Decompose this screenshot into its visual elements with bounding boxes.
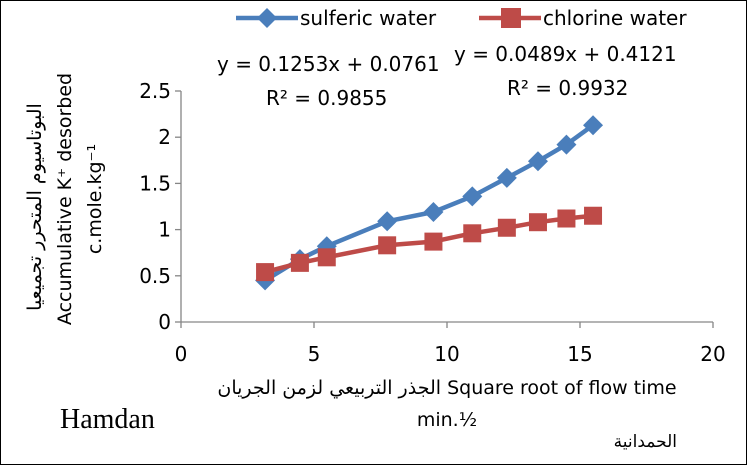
y-tick-label: 0.5 xyxy=(139,264,171,288)
y-tick-label: 2 xyxy=(158,125,171,149)
y-tick-label: 0 xyxy=(158,310,171,334)
legend-entry-chlorine: chlorine water xyxy=(479,6,687,30)
data-point xyxy=(528,213,547,232)
x-tick-marks xyxy=(180,322,714,328)
legend: sulferic water chlorine water xyxy=(236,6,687,30)
data-point xyxy=(317,248,336,267)
series-line xyxy=(263,123,595,283)
legend-label-chlorine: chlorine water xyxy=(543,6,687,30)
x-tick-label: 10 xyxy=(434,342,459,366)
data-point xyxy=(557,209,576,228)
y-tick-marks xyxy=(175,90,181,323)
series-line xyxy=(264,213,594,275)
data-point xyxy=(423,202,444,223)
data-point xyxy=(424,232,443,251)
x-axis-title-line1: الجذر التربيعي لزمن الجريان Square root … xyxy=(217,377,676,399)
equation-sulferic: y = 0.1253x + 0.0761 xyxy=(217,52,440,76)
x-tick-label: 5 xyxy=(308,342,321,366)
data-point xyxy=(556,134,577,155)
author-label-en: Hamdan xyxy=(60,404,155,435)
y-tick-label: 2.5 xyxy=(139,79,171,103)
x-tick-labels: 0 5 10 15 20 xyxy=(175,342,726,366)
r2-sulferic: R² = 0.9855 xyxy=(266,86,387,110)
data-point xyxy=(290,253,309,272)
y-axis-title-line2: Accumulative K⁺ desorbed xyxy=(54,73,76,325)
y-tick-label: 1 xyxy=(158,218,171,242)
equation-chlorine: y = 0.0489x + 0.4121 xyxy=(454,42,677,66)
y-axis-title-line1: البوتاسيوم المتحرر تجميعيا xyxy=(24,103,46,311)
data-point xyxy=(462,186,483,207)
series-layer xyxy=(255,115,604,291)
x-axis-title: الجذر التربيعي لزمن الجريان Square root … xyxy=(217,377,676,431)
data-point xyxy=(377,211,398,232)
y-tick-labels: 0 0.5 1 1.5 2 2.5 xyxy=(139,79,171,334)
legend-label-sulferic: sulferic water xyxy=(300,6,437,30)
x-tick-label: 0 xyxy=(175,342,188,366)
x-tick-label: 20 xyxy=(700,342,725,366)
data-point xyxy=(378,236,397,255)
legend-marker-chlorine xyxy=(501,8,521,28)
data-point xyxy=(584,206,603,225)
y-tick-label: 1.5 xyxy=(139,171,171,195)
axes xyxy=(175,90,714,328)
data-point xyxy=(496,167,517,188)
author-label-ar: الحمدانية xyxy=(614,432,677,452)
legend-marker-sulferic xyxy=(257,8,277,28)
series-chlorine xyxy=(256,206,603,282)
y-axis-title-line3: c.mole.kg⁻¹ xyxy=(84,144,106,254)
y-axis-title: البوتاسيوم المتحرر تجميعيا Accumulative … xyxy=(24,73,106,325)
legend-entry-sulferic: sulferic water xyxy=(236,6,437,30)
r2-chlorine: R² = 0.9932 xyxy=(507,76,628,100)
data-point xyxy=(463,224,482,243)
data-point xyxy=(583,115,604,136)
data-point xyxy=(497,218,516,237)
data-point xyxy=(256,263,275,282)
series-sulferic xyxy=(255,115,604,291)
trendline-annotations: y = 0.1253x + 0.0761 R² = 0.9855 y = 0.0… xyxy=(217,42,677,110)
x-axis-title-line2: min.½ xyxy=(417,409,477,431)
data-point xyxy=(527,151,548,172)
x-tick-label: 15 xyxy=(567,342,592,366)
